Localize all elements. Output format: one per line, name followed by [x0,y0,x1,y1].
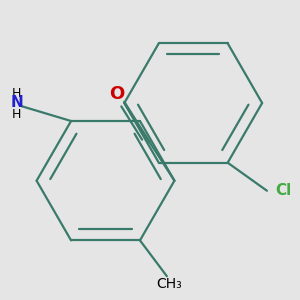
Text: H: H [12,108,21,122]
Text: H: H [12,87,21,100]
Text: N: N [10,95,23,110]
Text: CH₃: CH₃ [157,277,182,291]
Text: O: O [109,85,124,103]
Text: Cl: Cl [276,183,292,198]
